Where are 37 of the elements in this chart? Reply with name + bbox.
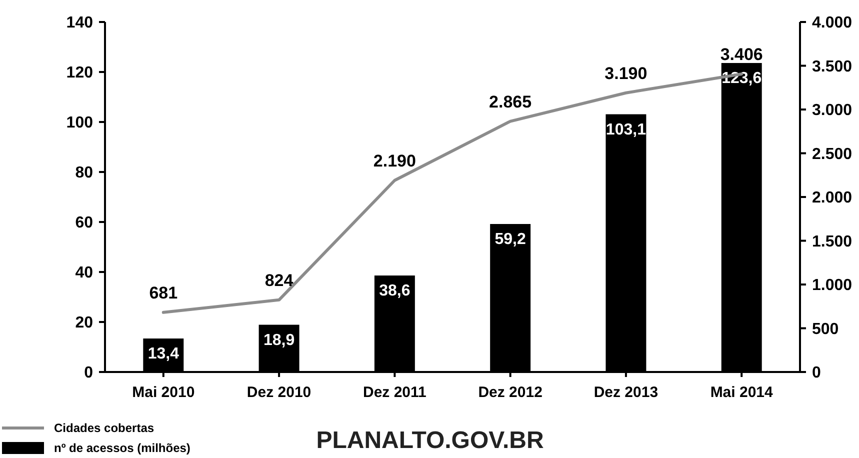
legend-label: Cidades cobertas xyxy=(54,421,154,436)
data-label: 59,2 xyxy=(494,231,526,248)
y2-tick-label: 500 xyxy=(812,320,839,338)
y2-tick-label: 2.500 xyxy=(812,146,852,163)
data-label: 2.865 xyxy=(489,92,532,112)
y-tick-label: 60 xyxy=(75,214,94,232)
data-label: 3.406 xyxy=(720,44,763,64)
data-label: 103,1 xyxy=(606,121,646,138)
y-tick-label: 140 xyxy=(66,14,94,32)
data-label: 3.190 xyxy=(604,64,648,83)
x-tick-label: Dez 2011 xyxy=(362,384,426,401)
legend-label: nº de acessos (milhões) xyxy=(54,441,190,456)
data-label: 2.190 xyxy=(373,151,416,170)
x-tick-label: Mai 2014 xyxy=(710,384,774,401)
y-tick-label: 20 xyxy=(75,314,94,332)
y-tick-label: 100 xyxy=(66,114,94,132)
y2-tick-label: 2.000 xyxy=(812,190,852,207)
y2-tick-label: 1.500 xyxy=(812,233,852,250)
data-label: 681 xyxy=(149,283,178,302)
data-label: 824 xyxy=(264,270,294,290)
y2-tick-label: 1.000 xyxy=(812,277,852,294)
data-label: 38,6 xyxy=(379,282,410,300)
y2-tick-label: 3.500 xyxy=(812,58,852,76)
x-tick-label: Dez 2012 xyxy=(478,384,542,401)
y2-tick-label: 4.000 xyxy=(812,14,852,32)
data-label: 18,9 xyxy=(263,332,295,349)
y-tick-label: 0 xyxy=(84,364,94,382)
x-tick-label: Mai 2010 xyxy=(132,384,195,401)
y-tick-label: 40 xyxy=(75,264,94,282)
x-tick-label: Dez 2013 xyxy=(594,384,658,401)
text: PLANALTO.GOV.BR xyxy=(316,427,544,454)
data-label: 13,4 xyxy=(148,346,180,362)
x-tick-label: Dez 2010 xyxy=(246,384,312,401)
y-tick-label: 80 xyxy=(75,164,94,182)
y2-tick-label: 0 xyxy=(812,364,821,382)
y-tick-label: 120 xyxy=(66,64,94,82)
y2-tick-label: 3.000 xyxy=(812,102,852,120)
